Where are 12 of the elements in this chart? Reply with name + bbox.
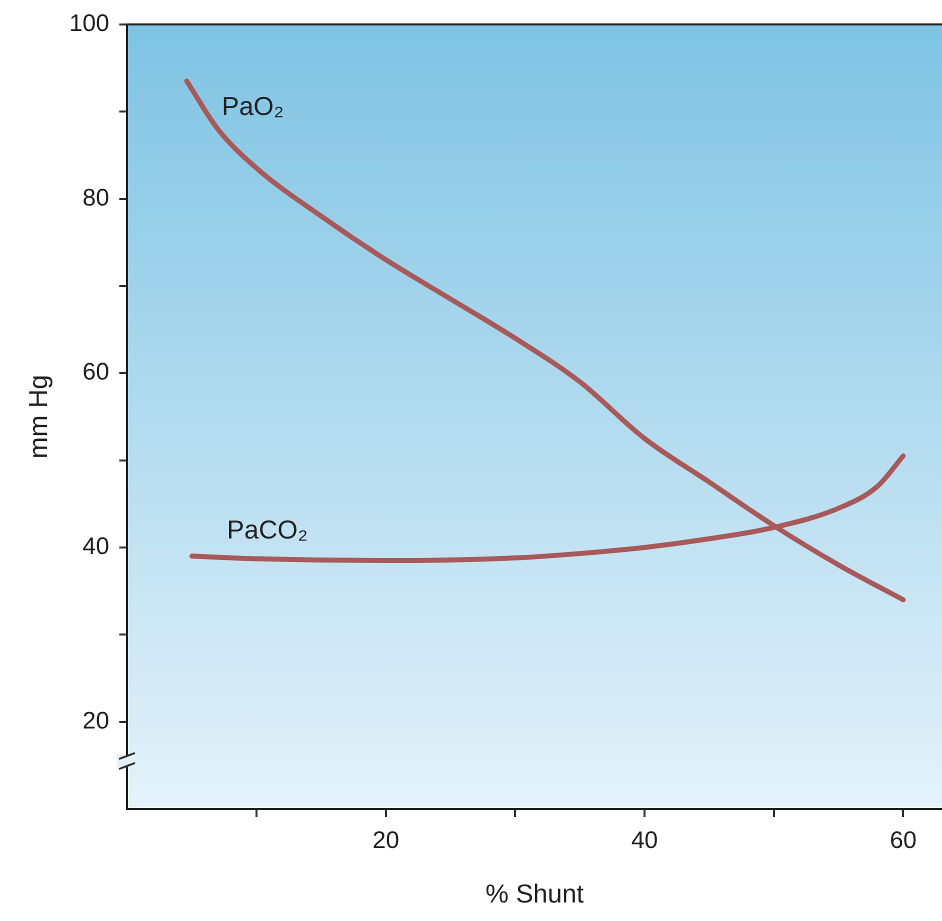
series-label: PaCO₂ xyxy=(226,514,308,544)
y-tick-label: 80 xyxy=(82,184,110,212)
y-tick-label: 60 xyxy=(82,358,110,386)
x-tick-label: 60 xyxy=(890,827,917,854)
x-tick-label: 20 xyxy=(372,827,400,854)
y-tick-label: 40 xyxy=(82,533,110,560)
y-tick-label: 100 xyxy=(69,10,110,38)
y-tick-label: 20 xyxy=(82,707,110,734)
series-label: PaO₂ xyxy=(222,91,284,122)
x-tick-label: 40 xyxy=(631,827,658,854)
y-axis-title: mm Hg xyxy=(22,374,53,459)
x-axis-title: % Shunt xyxy=(485,878,585,909)
